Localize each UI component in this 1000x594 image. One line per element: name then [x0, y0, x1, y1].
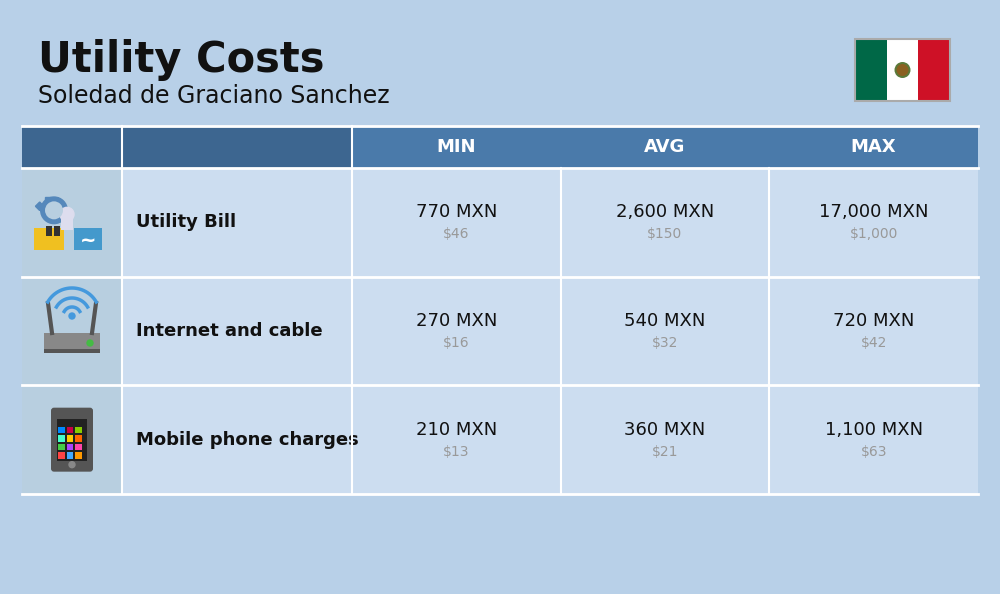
- Bar: [58, 452, 65, 459]
- FancyBboxPatch shape: [51, 407, 93, 472]
- Text: MAX: MAX: [851, 138, 896, 156]
- Bar: [61, 207, 67, 213]
- Bar: [122, 168, 978, 277]
- Bar: [74, 228, 102, 250]
- Text: $16: $16: [443, 336, 470, 350]
- Text: 270 MXN: 270 MXN: [416, 312, 497, 330]
- Text: $1,000: $1,000: [849, 228, 898, 241]
- Bar: [44, 349, 100, 353]
- Bar: [34, 228, 64, 250]
- Text: $21: $21: [652, 445, 678, 459]
- Bar: [44, 333, 100, 353]
- Bar: [67, 444, 73, 450]
- Bar: [75, 426, 82, 433]
- Text: $32: $32: [652, 336, 678, 350]
- Bar: [45, 197, 51, 203]
- Bar: [75, 435, 82, 442]
- Circle shape: [87, 340, 93, 346]
- Text: $150: $150: [647, 228, 683, 241]
- Text: ~: ~: [80, 231, 96, 250]
- Circle shape: [69, 462, 75, 467]
- Bar: [58, 435, 65, 442]
- Text: Mobile phone charges: Mobile phone charges: [136, 431, 359, 448]
- Text: 210 MXN: 210 MXN: [416, 421, 497, 438]
- Text: 770 MXN: 770 MXN: [416, 203, 497, 222]
- Bar: [54, 198, 62, 206]
- Text: 360 MXN: 360 MXN: [624, 421, 706, 438]
- Bar: [75, 452, 82, 459]
- Bar: [887, 39, 918, 101]
- Circle shape: [895, 62, 910, 78]
- Text: 540 MXN: 540 MXN: [624, 312, 706, 330]
- Bar: [918, 39, 950, 101]
- Circle shape: [69, 313, 75, 319]
- Text: Soledad de Graciano Sanchez: Soledad de Graciano Sanchez: [38, 84, 390, 108]
- Bar: [22, 126, 352, 168]
- Bar: [61, 216, 73, 230]
- Bar: [46, 226, 52, 236]
- Bar: [54, 226, 60, 236]
- Text: Internet and cable: Internet and cable: [136, 322, 323, 340]
- Text: $63: $63: [860, 445, 887, 459]
- Bar: [22, 386, 122, 494]
- Text: MIN: MIN: [437, 138, 476, 156]
- Bar: [22, 126, 978, 168]
- Text: 1,100 MXN: 1,100 MXN: [825, 421, 923, 438]
- Bar: [122, 277, 978, 386]
- Bar: [855, 39, 887, 101]
- Circle shape: [60, 207, 74, 222]
- Text: $13: $13: [443, 445, 470, 459]
- Circle shape: [40, 197, 68, 225]
- Circle shape: [45, 201, 63, 219]
- Bar: [58, 444, 65, 450]
- Bar: [57, 419, 87, 461]
- Text: Utility Bill: Utility Bill: [136, 213, 236, 231]
- Text: AVG: AVG: [644, 138, 686, 156]
- Bar: [22, 168, 122, 277]
- Bar: [122, 386, 978, 494]
- Bar: [35, 202, 44, 210]
- Bar: [75, 444, 82, 450]
- Bar: [855, 39, 950, 101]
- Bar: [67, 452, 73, 459]
- Circle shape: [896, 64, 908, 76]
- Bar: [22, 277, 122, 386]
- Bar: [67, 435, 73, 442]
- Text: 17,000 MXN: 17,000 MXN: [819, 203, 928, 222]
- Text: $42: $42: [860, 336, 887, 350]
- Text: 720 MXN: 720 MXN: [833, 312, 914, 330]
- Text: Utility Costs: Utility Costs: [38, 39, 324, 81]
- Text: $46: $46: [443, 228, 470, 241]
- Text: 2,600 MXN: 2,600 MXN: [616, 203, 714, 222]
- Bar: [67, 426, 73, 433]
- Bar: [58, 426, 65, 433]
